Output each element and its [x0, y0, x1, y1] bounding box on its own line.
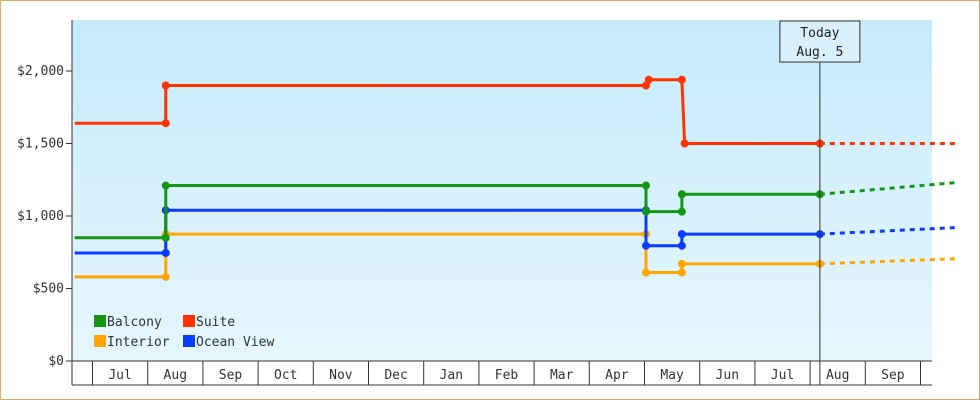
y-tick-label: $0 — [48, 354, 64, 369]
x-tick-label: Jul — [771, 368, 794, 383]
data-point — [642, 241, 650, 250]
legend-item-interior: Interior — [94, 335, 170, 350]
x-tick-label: Aug — [164, 368, 187, 383]
plot-background — [72, 20, 932, 361]
x-tick-label: Apr — [605, 368, 629, 383]
legend-swatch — [183, 335, 195, 347]
legend-item-ocean-view: Ocean View — [183, 335, 274, 350]
legend-label: Balcony — [107, 315, 162, 330]
data-point — [161, 272, 170, 281]
x-tick-label: Aug — [826, 368, 849, 383]
data-point — [677, 268, 686, 277]
x-tick-label: Jun — [716, 368, 739, 383]
legend-swatch — [94, 315, 106, 327]
legend-swatch — [94, 335, 106, 347]
data-point — [677, 190, 686, 199]
today-label: Today — [800, 26, 839, 41]
x-tick-label: Sep — [219, 368, 243, 383]
x-tick-label: Jan — [440, 368, 463, 383]
forecast-line — [819, 257, 956, 266]
data-point — [642, 181, 650, 190]
x-tick-label: May — [660, 368, 684, 383]
data-point — [642, 207, 650, 216]
legend-label: Ocean View — [196, 335, 274, 350]
x-tick-label: Dec — [384, 368, 407, 383]
x-tick-label: Mar — [550, 368, 574, 383]
x-tick-label: Oct — [274, 368, 297, 383]
data-point — [161, 248, 170, 257]
legend-swatch — [183, 315, 195, 327]
y-tick-label: $2,000 — [17, 64, 64, 79]
data-point — [677, 241, 686, 250]
data-point — [677, 230, 686, 239]
x-tick-label: Sep — [881, 368, 905, 383]
x-tick-label: Jul — [108, 368, 131, 383]
y-tick-label: $1,000 — [17, 209, 64, 224]
y-tick-label: $1,500 — [17, 137, 64, 152]
data-point — [677, 259, 686, 268]
forecast-line — [819, 181, 956, 196]
x-tick-label: Nov — [329, 368, 353, 383]
today-date: Aug. 5 — [796, 45, 843, 60]
x-tick-label: Feb — [495, 368, 519, 383]
today-box — [779, 20, 861, 63]
data-point — [677, 207, 686, 216]
data-point — [161, 233, 170, 242]
legend-label: Suite — [196, 315, 235, 330]
data-point — [642, 268, 650, 277]
data-point — [644, 75, 653, 84]
data-point — [161, 81, 170, 90]
legend-label: Interior — [107, 335, 170, 350]
data-point — [161, 119, 170, 128]
data-point — [680, 139, 689, 148]
legend-item-suite: Suite — [183, 315, 235, 330]
forecast-line — [819, 226, 956, 236]
data-point — [677, 75, 686, 84]
data-point — [161, 181, 170, 190]
legend-item-balcony: Balcony — [94, 315, 162, 330]
y-tick-label: $500 — [33, 282, 64, 297]
series-balcony — [74, 181, 956, 242]
